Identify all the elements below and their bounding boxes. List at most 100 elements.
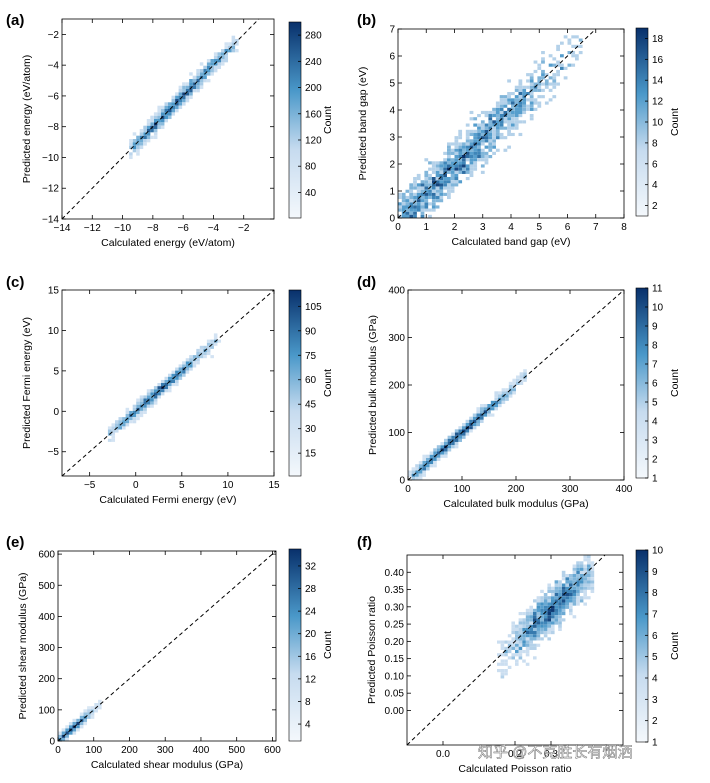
- density-cell: [554, 596, 559, 600]
- density-cell: [175, 105, 179, 110]
- density-cell: [111, 432, 116, 436]
- density-cell: [515, 653, 519, 657]
- density-cell: [196, 72, 200, 76]
- density-cell: [444, 448, 448, 452]
- density-cell: [503, 136, 508, 140]
- colorbar-c: [288, 289, 302, 477]
- density-cell: [499, 110, 504, 115]
- density-cell: [561, 583, 566, 587]
- density-cell: [529, 73, 534, 77]
- density-cell: [540, 605, 544, 609]
- density-cell: [500, 672, 505, 676]
- density-cell: [153, 395, 158, 399]
- density-cell: [576, 586, 580, 590]
- density-cell: [87, 706, 91, 710]
- density-cell: [511, 643, 515, 647]
- density-cell: [523, 378, 527, 382]
- density-cell: [94, 709, 98, 713]
- density-cell: [529, 76, 534, 80]
- density-cell: [495, 107, 500, 111]
- density-cell: [420, 202, 425, 206]
- density-cell: [501, 397, 506, 401]
- density-cell: [495, 101, 500, 105]
- density-cell: [499, 101, 504, 105]
- density-cell: [447, 151, 451, 155]
- density-cell: [579, 599, 584, 603]
- density-cell: [516, 381, 520, 385]
- density-cell: [443, 151, 447, 155]
- density-cell: [473, 158, 478, 162]
- density-cell: [526, 107, 530, 111]
- density-cell: [185, 364, 190, 368]
- density-cell: [529, 117, 534, 121]
- x-tick-label: 300: [157, 745, 174, 756]
- density-cell: [483, 407, 488, 411]
- density-cell: [572, 593, 577, 597]
- density-cell: [516, 375, 520, 379]
- chart-panel-e: (e)0 100 200 300 400 500 600010020030040050060…: [6, 534, 334, 771]
- density-cell: [450, 151, 455, 155]
- density-cell: [231, 45, 236, 50]
- density-cell: [398, 195, 402, 200]
- density-cell: [569, 599, 573, 603]
- density-cell: [415, 470, 419, 474]
- density-cell: [495, 148, 500, 152]
- colorbar-tick-label: 6: [652, 631, 658, 642]
- density-cell: [492, 110, 496, 115]
- density-cell: [94, 703, 98, 707]
- density-cell: [79, 715, 84, 719]
- density-cell: [487, 404, 491, 408]
- density-cell: [476, 413, 480, 417]
- density-cell: [189, 89, 193, 93]
- y-axis-label-d: Predicted bulk modulus (GPa): [367, 315, 379, 455]
- density-cell: [465, 142, 470, 146]
- density-cell: [561, 605, 566, 609]
- density-cell: [469, 167, 474, 171]
- density-cell: [519, 378, 524, 382]
- density-cell: [480, 120, 485, 124]
- density-cell: [484, 145, 489, 149]
- density-cell: [518, 618, 523, 622]
- density-cell: [443, 167, 447, 171]
- density-cell: [435, 186, 440, 190]
- density-cell: [560, 41, 564, 45]
- density-cell: [171, 370, 176, 374]
- density-cell: [182, 95, 186, 100]
- density-cell: [65, 728, 69, 732]
- density-cell: [551, 596, 555, 600]
- y-tick-label: 300: [38, 643, 55, 654]
- density-cell: [175, 373, 179, 377]
- density-cell: [518, 104, 523, 108]
- density-cell: [525, 643, 530, 647]
- density-cell: [157, 395, 161, 399]
- identity-line-e: [57, 550, 277, 742]
- density-cell: [411, 467, 416, 471]
- density-cell: [411, 470, 416, 474]
- density-cell: [536, 602, 541, 606]
- density-cell: [160, 109, 165, 113]
- density-cell: [125, 410, 130, 414]
- density-cell: [65, 737, 69, 741]
- density-cell: [175, 367, 179, 371]
- density-cell: [411, 476, 416, 480]
- density-cell: [488, 123, 493, 127]
- density-cell: [469, 117, 474, 121]
- density-cell: [415, 467, 419, 471]
- density-cell: [511, 656, 515, 660]
- density-cell: [401, 202, 406, 206]
- density-cell: [551, 612, 555, 616]
- density-cell: [436, 451, 441, 455]
- density-cell: [561, 570, 566, 574]
- density-cell: [235, 42, 239, 46]
- density-cell: [111, 423, 116, 427]
- density-cell: [511, 104, 515, 108]
- colorbar-tick-label: 4: [652, 674, 658, 685]
- density-cell: [563, 66, 568, 70]
- density-cell: [433, 461, 437, 465]
- density-cell: [522, 659, 526, 663]
- density-cell: [115, 423, 119, 427]
- density-cell: [224, 59, 229, 63]
- density-cell: [439, 189, 444, 193]
- density-cell: [511, 126, 515, 130]
- density-cell: [171, 379, 176, 383]
